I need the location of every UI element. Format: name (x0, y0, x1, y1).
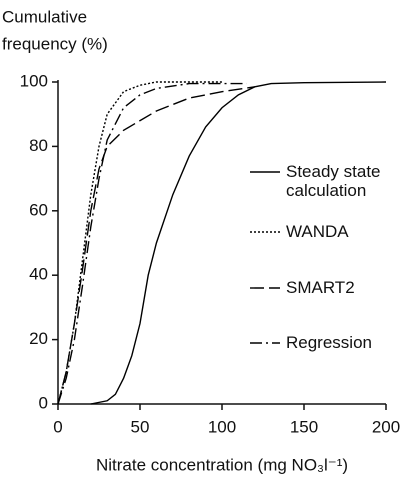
series-line (90, 81, 387, 405)
y-tick-label: 40 (29, 265, 48, 284)
x-tick-label: 50 (131, 417, 150, 436)
y-axis-label: Cumulative (2, 7, 87, 26)
series-line (57, 81, 222, 405)
legend-label: SMART2 (286, 278, 355, 297)
legend-entry: Regression (286, 333, 372, 352)
x-tick-label: 0 (53, 417, 62, 436)
legend-label: WANDA (286, 222, 349, 241)
legend-entry: WANDA (286, 222, 349, 241)
y-tick-label: 20 (29, 329, 48, 348)
x-axis-label: Nitrate concentration (mg NO₃l⁻¹) (96, 455, 348, 474)
x-tick-label: 100 (208, 417, 236, 436)
y-axis-label: frequency (%) (2, 34, 108, 53)
y-tick-label: 60 (29, 200, 48, 219)
series-line (57, 86, 255, 405)
legend-entry: SMART2 (286, 278, 355, 297)
legend-label: Steady state calculation (286, 162, 381, 200)
x-tick-label: 150 (290, 417, 318, 436)
series-line (57, 82, 247, 405)
legend-label: Regression (286, 333, 372, 352)
y-tick-label: 100 (20, 71, 48, 90)
y-tick-label: 80 (29, 136, 48, 155)
x-tick-label: 200 (372, 417, 400, 436)
legend-entry: Steady state calculation (286, 162, 381, 200)
y-tick-label: 0 (39, 393, 48, 412)
